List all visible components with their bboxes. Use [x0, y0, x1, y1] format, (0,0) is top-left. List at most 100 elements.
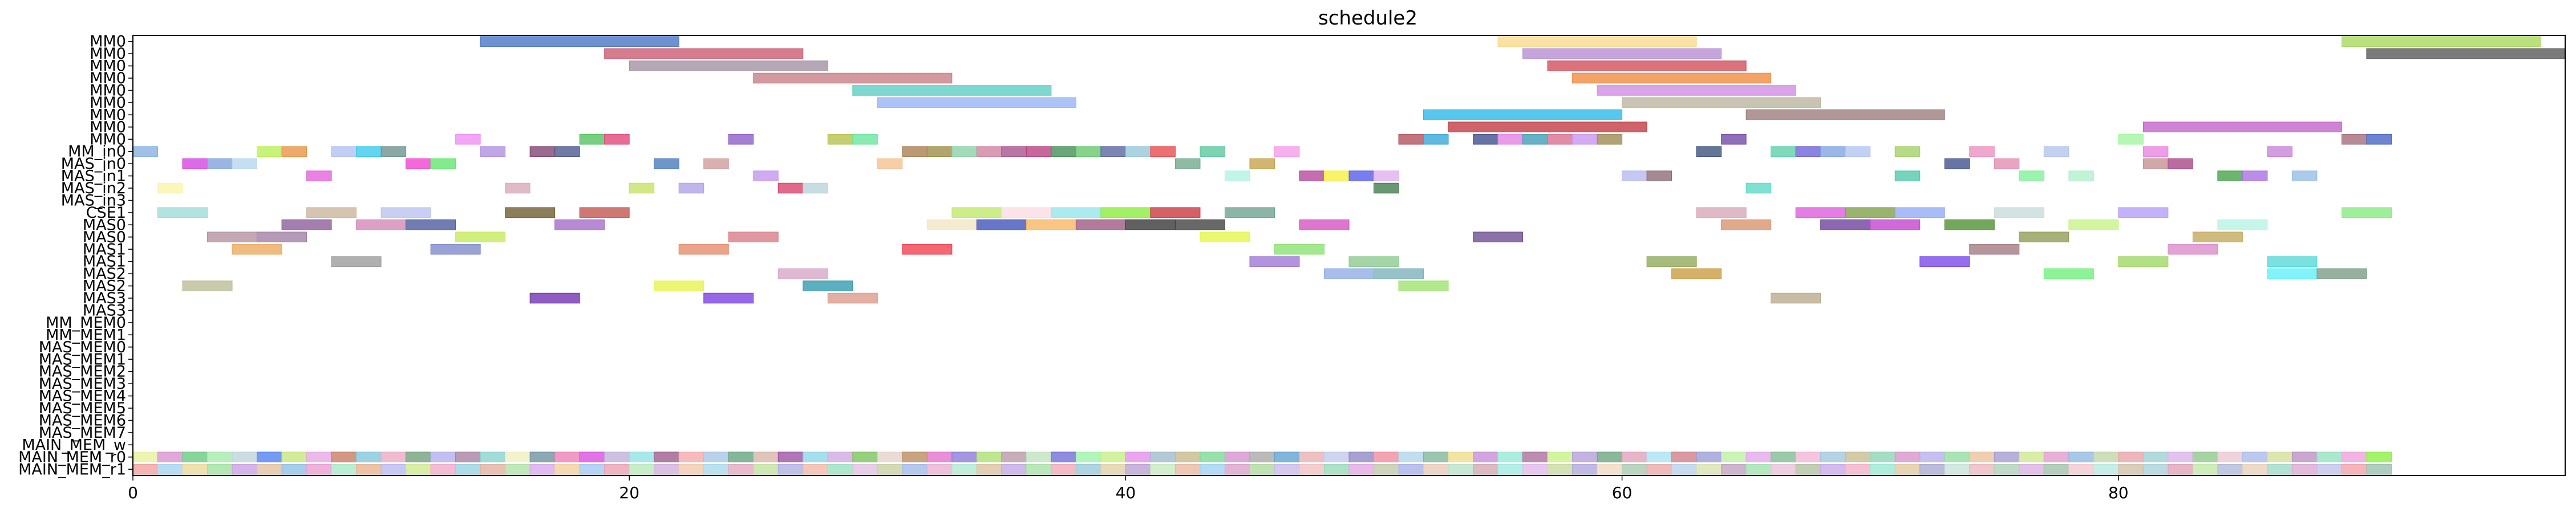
- task-bar: [2341, 463, 2367, 475]
- task-bar: [926, 451, 953, 463]
- task-bar: [1894, 207, 1945, 218]
- task-bar: [1323, 170, 1350, 181]
- y-tick-label: MAS_in0: [61, 155, 126, 173]
- task-bar: [430, 463, 456, 475]
- task-bar: [1075, 451, 1101, 463]
- task-bar: [1894, 463, 1921, 475]
- task-bar: [951, 463, 977, 475]
- task-bar: [1374, 170, 1399, 181]
- task-bar: [1224, 451, 1250, 463]
- task-bar: [2267, 268, 2318, 279]
- task-bar: [777, 463, 804, 475]
- task-bar: [703, 463, 729, 475]
- task-bar: [753, 463, 779, 475]
- task-bar: [1894, 451, 1921, 463]
- task-bar: [1423, 133, 1449, 145]
- task-bar: [902, 146, 927, 157]
- task-bar: [430, 158, 456, 169]
- task-bar: [455, 463, 481, 475]
- task-bar: [827, 292, 878, 304]
- task-bar: [1969, 243, 2020, 255]
- y-tick-label: MAS_MEM0: [39, 339, 126, 356]
- task-bar: [2267, 146, 2293, 157]
- task-bar: [1522, 133, 1548, 145]
- task-bar: [1125, 146, 1151, 157]
- task-bar: [1051, 146, 1076, 157]
- task-bar: [877, 463, 903, 475]
- task-bar: [902, 243, 953, 255]
- x-tick-label: 40: [1116, 483, 1136, 502]
- task-bar: [2242, 463, 2268, 475]
- task-bar: [1224, 170, 1250, 181]
- task-bar: [306, 463, 332, 475]
- task-bar: [1026, 463, 1052, 475]
- task-bar: [554, 463, 580, 475]
- task-bar: [1522, 451, 1548, 463]
- task-bar: [356, 463, 382, 475]
- task-bar: [1894, 170, 1921, 181]
- y-tick-label: MAS3: [83, 302, 126, 320]
- task-bar: [2316, 268, 2367, 279]
- task-bar: [2068, 170, 2094, 181]
- task-bar: [1348, 256, 1399, 267]
- y-tick-label: MAS1: [83, 253, 126, 271]
- task-bar: [2192, 231, 2243, 243]
- task-bar: [1919, 256, 1970, 267]
- task-bar: [1597, 451, 1623, 463]
- task-bar: [1597, 463, 1623, 475]
- task-bar: [852, 85, 1052, 96]
- task-bar: [1820, 219, 1871, 230]
- task-bar: [1026, 219, 1076, 230]
- task-bar: [257, 451, 282, 463]
- task-bar: [2118, 451, 2144, 463]
- task-bar: [604, 133, 630, 145]
- task-bar: [976, 463, 1002, 475]
- task-bar: [207, 451, 233, 463]
- y-tick-label: MM0: [90, 45, 126, 63]
- y-tick-label: MAS2: [83, 278, 126, 295]
- task-bar: [1820, 451, 1846, 463]
- task-bar: [1001, 463, 1027, 475]
- y-tick-label: MM_MEM1: [46, 326, 126, 344]
- task-bar: [207, 158, 233, 169]
- task-bar: [579, 451, 605, 463]
- task-bar: [1745, 182, 1772, 194]
- task-bar: [777, 268, 828, 279]
- task-bar: [430, 451, 456, 463]
- task-bar: [1745, 109, 1945, 120]
- task-bar: [505, 207, 556, 218]
- task-bar: [157, 207, 208, 218]
- task-bar: [852, 463, 878, 475]
- task-bar: [1497, 451, 1524, 463]
- x-tick-label: 0: [128, 483, 138, 502]
- task-bar: [827, 463, 853, 475]
- x-tick-label: 60: [1612, 483, 1633, 502]
- task-bar: [1174, 463, 1201, 475]
- task-bar: [1274, 243, 1325, 255]
- task-bar: [232, 243, 282, 255]
- task-bar: [380, 146, 407, 157]
- task-bar: [1051, 451, 1076, 463]
- task-bar: [703, 292, 754, 304]
- task-bar: [1994, 158, 2020, 169]
- task-bar: [1572, 133, 1598, 145]
- task-bar: [1795, 146, 1821, 157]
- task-bar: [1745, 463, 1772, 475]
- task-bar: [678, 463, 704, 475]
- task-bar: [604, 48, 804, 59]
- chart-title: schedule2: [1318, 7, 1417, 30]
- task-bar: [554, 451, 580, 463]
- task-bar: [306, 207, 357, 218]
- task-bar: [1473, 451, 1498, 463]
- x-tick-label: 80: [2108, 483, 2129, 502]
- task-bar: [529, 292, 580, 304]
- task-bar: [753, 451, 779, 463]
- task-bar: [1622, 170, 1647, 181]
- task-bar: [406, 463, 431, 475]
- task-bar: [1051, 463, 1076, 475]
- task-bar: [1125, 219, 1176, 230]
- task-bar: [1423, 109, 1623, 120]
- task-bar: [331, 146, 357, 157]
- task-bar: [1299, 451, 1325, 463]
- task-bar: [331, 463, 357, 475]
